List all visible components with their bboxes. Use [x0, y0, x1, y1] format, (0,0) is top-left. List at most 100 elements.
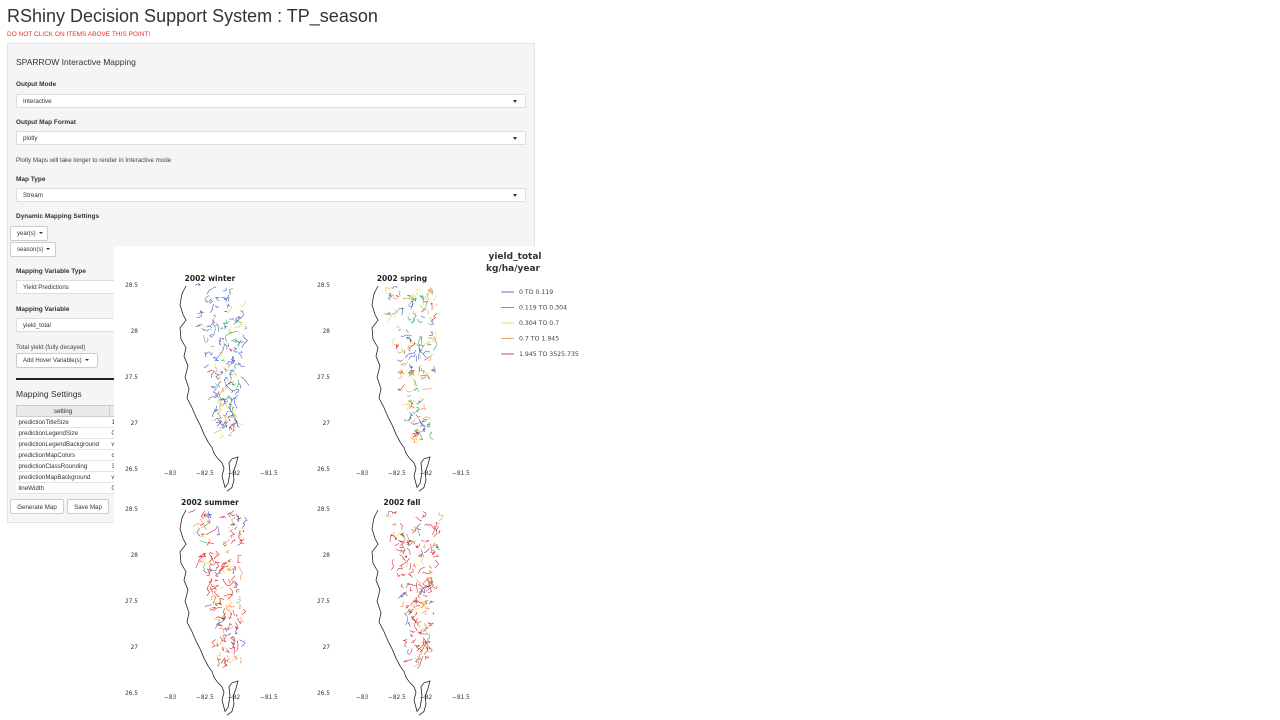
y-tick-label: 26.5	[125, 467, 138, 473]
setting-name: predictionMapBackground	[16, 471, 110, 483]
var-description: Total yield (fully decayed)	[16, 344, 86, 351]
caret-down-icon	[38, 232, 43, 235]
legend-units: kg/ha/year	[486, 264, 541, 274]
setting-name: predictionClassRounding	[16, 460, 110, 472]
caret-down-icon	[46, 248, 51, 251]
warning-text: DO NOT CLICK ON ITEMS ABOVE THIS POINT!	[7, 31, 151, 38]
table-row: predictionLegendSize0	[16, 427, 119, 439]
output-format-select[interactable]: plotly	[16, 131, 526, 145]
panel-title: 2002 winter	[185, 274, 236, 283]
table-row: predictionMapBackgroundw	[16, 471, 119, 483]
coastline	[179, 285, 239, 492]
map-panel: 2002 summer 28.5 28 27.5 27 26.5 −83 −82.5 −82 −8…	[125, 498, 278, 716]
coastline	[371, 285, 431, 492]
x-tick-label: −81.5	[260, 695, 278, 701]
setting-name: predictionMapColors	[16, 449, 110, 461]
dynamic-settings-label: Dynamic Mapping Settings	[16, 213, 100, 220]
stream-network	[383, 285, 439, 444]
save-map-button[interactable]: Save Map	[67, 499, 109, 514]
plotly-note: Plotly Maps will take longer to render i…	[16, 157, 172, 164]
x-tick-label: −81.5	[452, 695, 470, 701]
output-mode-select[interactable]: Interactive	[16, 94, 526, 108]
stream-network	[188, 509, 248, 668]
setting-name: lineWidth	[16, 482, 110, 494]
page-title: RShiny Decision Support System : TP_seas…	[7, 6, 378, 26]
y-tick-label: 27.5	[317, 375, 330, 381]
caret-down-icon	[513, 100, 517, 103]
legend-item-label: 0 TO 0.119	[519, 289, 553, 296]
x-tick-label: −82.5	[196, 471, 214, 477]
map-type-select[interactable]: Stream	[16, 188, 526, 202]
x-tick-label: −83	[356, 471, 369, 477]
y-tick-label: 28	[131, 329, 139, 335]
legend-item-label: 0.7 TO 1.945	[519, 336, 559, 343]
caret-down-icon	[513, 194, 517, 197]
x-tick-label: −82.5	[196, 695, 214, 701]
legend-item-label: 0.304 TO 0.7	[519, 320, 559, 327]
settings-title: Mapping Settings	[16, 389, 82, 399]
var-label: Mapping Variable	[16, 306, 70, 313]
seasonal-yield-map: 2002 winter 28.5 28 27.5 27 26.5 −83 −82.5 −82 −8…	[125, 252, 579, 716]
table-row: predictionLegendBackgroundw	[16, 438, 119, 450]
x-tick-label: −82.5	[388, 695, 406, 701]
x-tick-label: −81.5	[452, 471, 470, 477]
caret-down-icon	[513, 137, 517, 140]
panel-title: SPARROW Interactive Mapping	[16, 57, 136, 67]
x-tick-label: −82	[228, 695, 241, 701]
y-tick-label: 27.5	[317, 599, 330, 605]
map-output: 2002 winter 28.5 28 27.5 27 26.5 −83 −82.5 −82 −8…	[114, 246, 600, 720]
panel-title: 2002 fall	[384, 498, 421, 507]
y-tick-label: 26.5	[125, 691, 138, 697]
y-tick-label: 28.5	[317, 283, 330, 289]
table-row: predictionTitleSize1	[16, 416, 119, 428]
y-tick-label: 27.5	[125, 375, 138, 381]
output-mode-label: Output Mode	[16, 81, 57, 88]
x-tick-label: −82	[228, 471, 241, 477]
season-dropdown-label: season(s)	[17, 247, 44, 253]
x-tick-label: −81.5	[260, 471, 278, 477]
y-tick-label: 26.5	[317, 467, 330, 473]
generate-map-button[interactable]: Generate Map	[10, 499, 64, 514]
map-type-value: Stream	[23, 192, 43, 199]
map-panel: 2002 fall 28.5 28 27.5 27 26.5 −83 −82.5 −82 −81.…	[317, 498, 470, 716]
map-panel: 2002 winter 28.5 28 27.5 27 26.5 −83 −82.5 −82 −8…	[125, 274, 278, 492]
divider	[16, 378, 114, 380]
output-mode-value: Interactive	[23, 98, 52, 105]
var-type-label: Mapping Variable Type	[16, 268, 86, 275]
legend-title: yield_total	[488, 252, 541, 262]
panel-title: 2002 summer	[181, 498, 239, 507]
y-tick-label: 27	[131, 645, 139, 651]
setting-name: predictionTitleSize	[16, 416, 110, 428]
year-dropdown-button[interactable]: year(s)	[10, 226, 48, 241]
x-tick-label: −83	[164, 695, 177, 701]
x-tick-label: −83	[164, 471, 177, 477]
y-tick-label: 26.5	[317, 691, 330, 697]
year-dropdown-label: year(s)	[17, 231, 36, 237]
y-tick-label: 28	[131, 553, 139, 559]
output-format-label: Output Map Format	[16, 119, 76, 126]
x-tick-label: −82.5	[388, 471, 406, 477]
y-tick-label: 27	[131, 421, 139, 427]
x-tick-label: −83	[356, 695, 369, 701]
coastline	[371, 509, 431, 716]
hover-variable-button[interactable]: Add Hover Variable(s)	[16, 353, 98, 368]
y-tick-label: 27	[323, 645, 331, 651]
panel-title: 2002 spring	[377, 274, 427, 283]
y-tick-label: 28	[323, 553, 331, 559]
x-tick-label: −82	[420, 471, 433, 477]
y-tick-label: 27	[323, 421, 331, 427]
stream-network	[195, 283, 250, 439]
legend-item-label: 1.945 TO 3525.735	[519, 351, 579, 358]
map-legend: yield_total kg/ha/year 0 TO 0.119 0.119 TO …	[486, 252, 579, 358]
settings-header: setting	[16, 405, 110, 417]
table-row: predictionClassRounding3	[16, 460, 119, 472]
y-tick-label: 28.5	[125, 507, 138, 513]
coastline	[179, 509, 239, 716]
hover-variable-label: Add Hover Variable(s)	[23, 358, 82, 364]
season-dropdown-button[interactable]: season(s)	[10, 242, 56, 257]
settings-table: setting predictionTitleSize1predictionLe…	[16, 405, 119, 494]
table-row: predictionMapColorsc	[16, 449, 119, 461]
caret-down-icon	[84, 359, 89, 362]
map-panel: 2002 spring 28.5 28 27.5 27 26.5 −83 −82.5 −82 −8…	[317, 274, 470, 492]
y-tick-label: 28.5	[125, 283, 138, 289]
